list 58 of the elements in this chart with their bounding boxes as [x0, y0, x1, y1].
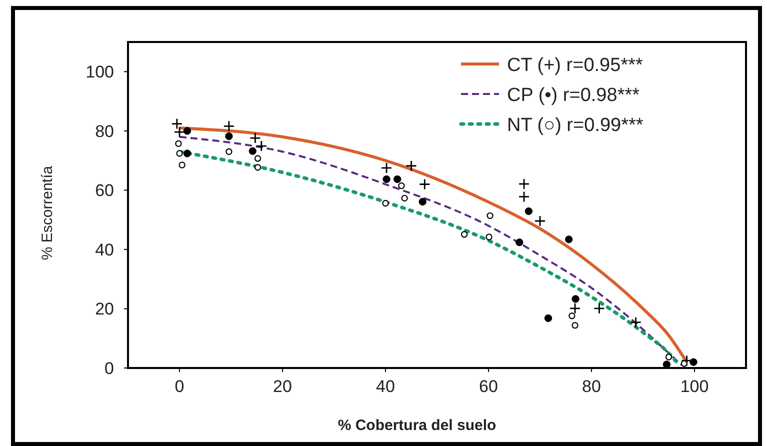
point [178, 162, 186, 168]
point [518, 191, 530, 202]
point [524, 207, 533, 216]
x-axis-title: % Cobertura del suelo [338, 417, 496, 434]
y-tick-label: 60 [95, 181, 114, 200]
point [382, 200, 389, 207]
point [665, 354, 672, 360]
x-tick-label: 20 [273, 377, 292, 396]
point [516, 238, 524, 246]
point [406, 160, 417, 172]
x-tick-label: 40 [376, 377, 395, 396]
y-tick-label: 100 [86, 62, 114, 82]
point [176, 150, 183, 157]
point [393, 175, 402, 184]
point [630, 316, 642, 328]
point [254, 155, 262, 162]
point [690, 358, 698, 366]
point [225, 132, 233, 140]
y-axis-title: % Escorrentía [39, 165, 56, 260]
point [518, 178, 530, 190]
point [486, 234, 492, 240]
point [544, 314, 552, 322]
point [418, 178, 430, 190]
legend-label: CT (+) r=0.95*** [507, 55, 644, 76]
point [382, 175, 390, 184]
point [226, 148, 232, 156]
point [183, 127, 192, 135]
point [680, 360, 688, 367]
legend-label: CP (•) r=0.98*** [507, 85, 640, 106]
point [564, 236, 573, 244]
y-tick-label: 20 [95, 300, 114, 319]
y-tick-label: 80 [95, 122, 114, 141]
y-tick-label: 0 [104, 359, 114, 378]
point [572, 322, 578, 329]
x-tick-label: 0 [174, 377, 184, 396]
point [175, 140, 182, 148]
point [418, 198, 426, 206]
point [569, 302, 581, 314]
point [183, 150, 192, 158]
point [254, 164, 262, 171]
x-tick-label: 80 [582, 377, 601, 396]
point [534, 215, 546, 227]
point [380, 162, 392, 174]
point [223, 120, 235, 132]
x-tick-label: 60 [479, 377, 498, 396]
point [174, 126, 186, 138]
y-tick-label: 40 [95, 240, 114, 260]
legend-label: NT (○) r=0.99*** [507, 115, 644, 136]
point [568, 312, 576, 320]
x-tick-label: 100 [680, 377, 709, 396]
point [594, 302, 605, 314]
point [171, 118, 183, 130]
point [401, 194, 408, 202]
point [398, 182, 405, 190]
point [572, 295, 580, 303]
point [460, 230, 468, 238]
point [248, 147, 256, 155]
point [486, 212, 494, 220]
